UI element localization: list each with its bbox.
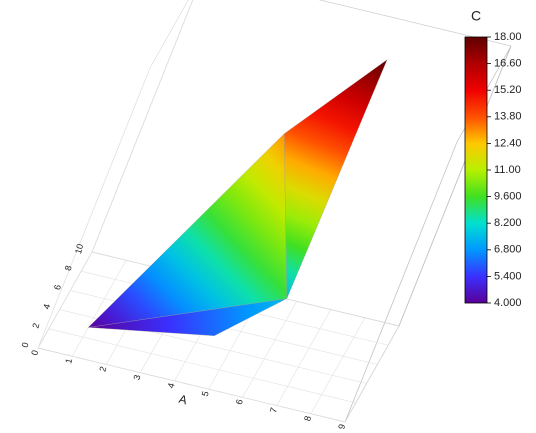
x-tick-label: 7 [268,406,279,413]
surface-facet [283,59,388,299]
y-tick-label: 2 [30,322,41,329]
surface-facet [87,133,288,328]
x-tick-label: 5 [200,390,211,397]
colorbar [464,36,488,304]
x-tick-label: 9 [336,423,347,430]
colorbar-title: C [471,8,481,24]
grid-line [48,328,356,404]
colorbar-tick-label: 12.40 [494,137,522,149]
colorbar-tick-label: 16.60 [494,58,522,70]
grid-line [310,317,366,414]
grid-line [37,251,93,349]
x-tick-label: 1 [63,357,74,364]
colorbar-tick-label: 8.200 [494,217,522,229]
colorbar-tick-label: 15.20 [494,84,522,96]
colorbar-tick-label: 11.00 [494,164,521,176]
x-tick-label: 4 [166,382,177,389]
grid-line [242,301,297,398]
x-axis-label: A [177,392,188,408]
grid-line [344,325,400,423]
grid-line [37,347,346,423]
x-tick-label: 0 [29,349,40,356]
x-tick-label: 8 [302,415,313,422]
colorbar-tick-label: 4.000 [494,297,522,309]
y-tick-label: 4 [41,303,52,310]
grid-line [71,260,127,357]
y-tick-label: 8 [63,264,74,271]
grid-line [276,309,332,406]
colorbar-tick-label: 5.400 [494,270,522,282]
x-tick-label: 6 [234,398,245,405]
colorbar-tick-label: 6.800 [494,244,522,256]
colorbar-tick-label: 18.00 [494,31,522,43]
x-tick-label: 2 [97,365,108,372]
colorbar-tick-label: 13.80 [494,111,522,123]
x-tick-label: 3 [132,374,143,381]
colorbar-tick-label: 9.600 [494,191,522,203]
y-tick-label: 6 [52,284,63,291]
y-tick-label: 10 [73,243,85,255]
y-tick-label: 0 [20,341,31,348]
